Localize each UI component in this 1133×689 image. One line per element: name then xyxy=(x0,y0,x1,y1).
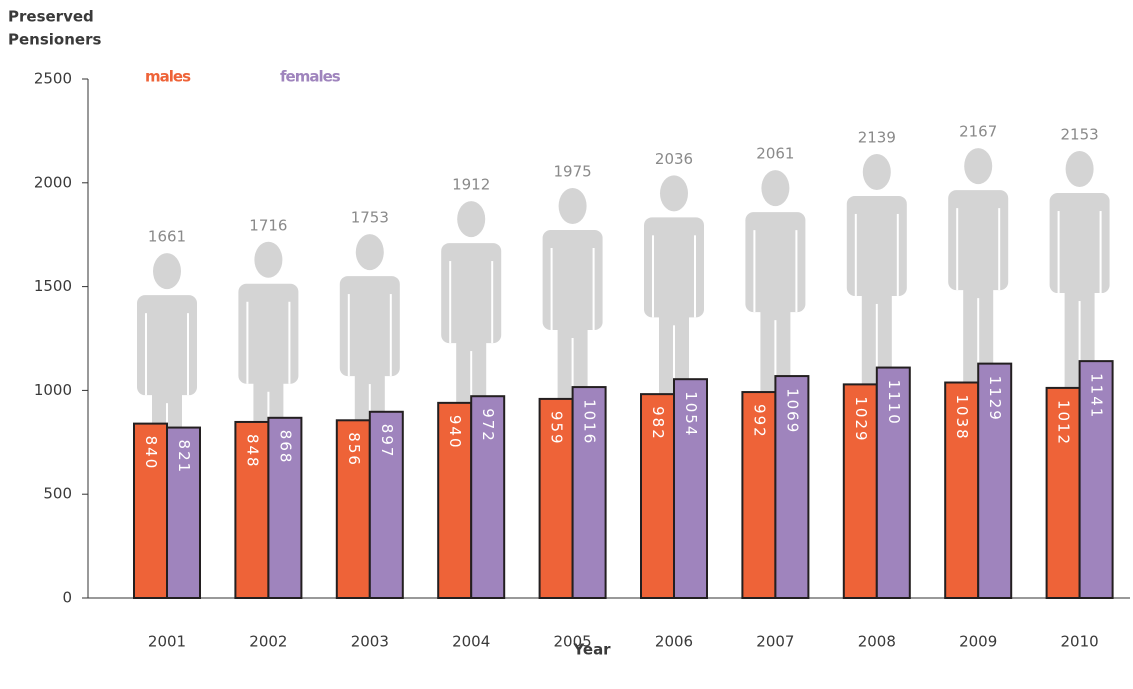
value-label: 1029 xyxy=(852,396,870,442)
value-label: 1141 xyxy=(1088,373,1106,419)
total-label: 2153 xyxy=(1061,126,1099,144)
x-tick-label: 2010 xyxy=(1061,633,1099,651)
legend-entry: males xyxy=(145,68,191,86)
x-tick-label: 2001 xyxy=(148,633,186,651)
total-label: 2167 xyxy=(959,123,997,141)
value-label: 1069 xyxy=(783,388,801,434)
y-axis-label: Preserved xyxy=(8,8,94,26)
value-label: 848 xyxy=(243,434,261,469)
y-tick-label: 500 xyxy=(43,485,72,503)
total-label: 1716 xyxy=(249,216,287,234)
value-label: 1054 xyxy=(682,391,700,437)
value-label: 897 xyxy=(378,424,396,459)
value-label: 1012 xyxy=(1055,400,1073,446)
value-label: 1129 xyxy=(986,376,1004,422)
chart: Preserved Pensioners Year 05001000150020… xyxy=(0,0,1133,689)
x-tick-label: 2002 xyxy=(249,633,287,651)
legend-entry: females xyxy=(280,68,341,86)
value-label: 821 xyxy=(175,440,193,475)
value-label: 1016 xyxy=(581,399,599,445)
total-label: 2139 xyxy=(858,128,896,146)
x-tick-label: 2004 xyxy=(452,633,490,651)
total-label: 1912 xyxy=(452,176,490,194)
x-tick-label: 2009 xyxy=(959,633,997,651)
value-label: 1038 xyxy=(953,395,971,441)
value-label: 959 xyxy=(548,411,566,446)
total-label: 2061 xyxy=(756,145,794,163)
value-label: 856 xyxy=(345,432,363,467)
value-label: 992 xyxy=(750,404,768,439)
total-label: 1661 xyxy=(148,228,186,246)
y-tick-label: 1000 xyxy=(34,381,72,399)
total-label: 1975 xyxy=(554,162,592,180)
y-tick-label: 0 xyxy=(62,589,72,607)
value-label: 868 xyxy=(276,430,294,465)
value-label: 1110 xyxy=(885,380,903,426)
total-label: 1753 xyxy=(351,209,389,227)
value-label: 940 xyxy=(446,415,464,450)
value-label: 840 xyxy=(142,436,160,471)
y-axis-label: Pensioners xyxy=(8,31,101,49)
y-tick-label: 1500 xyxy=(34,277,72,295)
x-tick-label: 2007 xyxy=(756,633,794,651)
value-label: 972 xyxy=(479,408,497,443)
total-label: 2036 xyxy=(655,150,693,168)
x-tick-label: 2005 xyxy=(554,633,592,651)
value-label: 982 xyxy=(649,406,667,441)
x-tick-label: 2006 xyxy=(655,633,693,651)
y-tick-label: 2000 xyxy=(34,173,72,191)
x-tick-label: 2008 xyxy=(858,633,896,651)
x-tick-label: 2003 xyxy=(351,633,389,651)
y-tick-label: 2500 xyxy=(34,70,72,88)
